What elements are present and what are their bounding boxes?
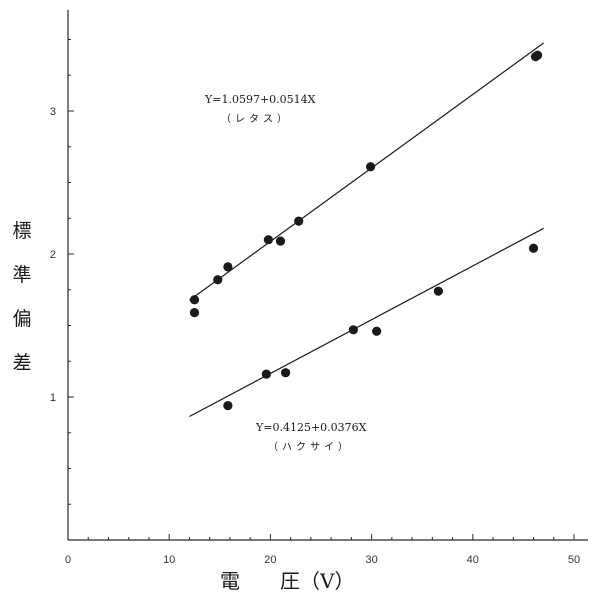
data-point-chinese-cabbage — [223, 400, 233, 411]
x-tick-label: 10 — [163, 554, 175, 566]
data-point-chinese-cabbage — [433, 286, 443, 296]
data-point-lettuce — [365, 162, 376, 172]
x-axis-label: 電 圧（V） — [220, 569, 354, 593]
data-point-chinese-cabbage — [348, 325, 358, 335]
chart-labels: Y=1.0597+0.0514X （レタス） Y=0.4125+0.0376X … — [12, 93, 366, 593]
x-tick-label: 50 — [568, 554, 580, 566]
y-axis-label-char: 差 — [12, 352, 31, 374]
y-tick-label: 2 — [50, 249, 56, 261]
x-tick-label: 20 — [264, 554, 276, 566]
data-point-chinese-cabbage — [372, 326, 382, 336]
y-tick-label: 1 — [50, 392, 56, 404]
fit-line-lettuce — [189, 42, 544, 301]
data-point-chinese-cabbage — [528, 243, 539, 253]
series-label-lettuce: （レタス） — [221, 113, 291, 125]
fit-lines — [189, 42, 544, 418]
data-point-lettuce — [263, 235, 273, 245]
data-point-lettuce — [275, 236, 286, 246]
x-tick-label: 0 — [65, 554, 71, 566]
data-point-chinese-cabbage — [261, 369, 271, 379]
fit-line-chinese-cabbage — [189, 227, 544, 418]
y-tick-label: 3 — [50, 106, 56, 118]
data-points — [189, 50, 543, 411]
data-point-lettuce — [223, 262, 233, 272]
data-point-lettuce — [532, 50, 543, 60]
data-point-lettuce — [189, 308, 200, 318]
x-tick-label: 40 — [467, 554, 479, 566]
data-point-chinese-cabbage — [280, 368, 291, 378]
x-tick-label: 30 — [365, 554, 377, 566]
equation-chinese-cabbage: Y=0.4125+0.0376X — [255, 421, 367, 434]
equation-lettuce: Y=1.0597+0.0514X — [204, 93, 316, 106]
data-point-lettuce — [294, 216, 304, 226]
axes — [67, 10, 588, 541]
data-point-lettuce — [189, 295, 200, 305]
data-point-lettuce — [213, 275, 223, 285]
y-axis-label-char: 準 — [12, 264, 31, 286]
y-axis-label-char: 標 — [12, 220, 31, 242]
series-label-chinese-cabbage: （ハクサイ） — [268, 441, 352, 453]
y-axis-label-char: 偏 — [12, 308, 31, 330]
